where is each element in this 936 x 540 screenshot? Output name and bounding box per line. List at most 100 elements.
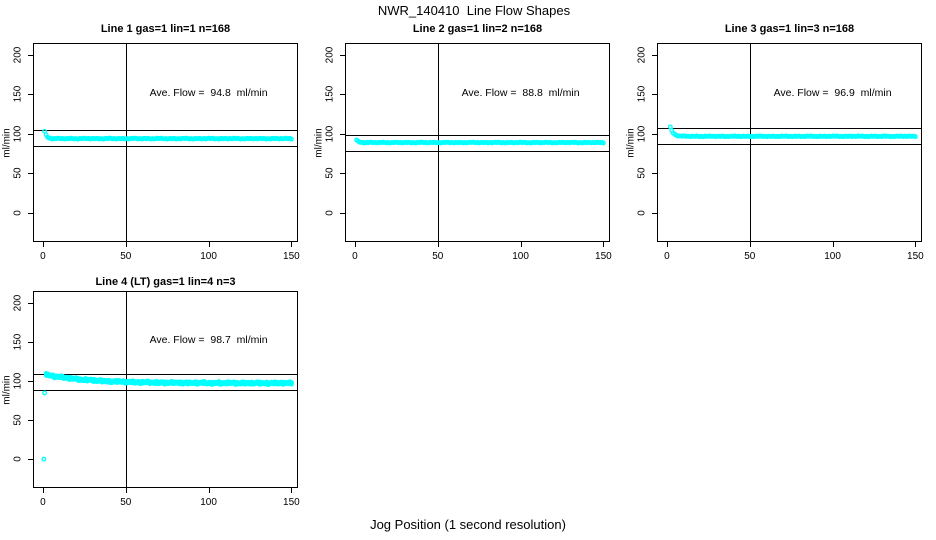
scatter-points	[41, 371, 294, 462]
y-tick-label: 100	[324, 125, 336, 143]
y-tick-label: 100	[12, 125, 24, 143]
plot-area-line-2	[345, 43, 610, 242]
y-tick-label: 100	[636, 125, 648, 143]
panel-title-line-1: Line 1 gas=1 lin=1 n=168	[100, 23, 231, 35]
data-point	[41, 456, 47, 462]
figure-title: NWR_140410 Line Flow Shapes	[377, 3, 571, 18]
y-tick-mark	[28, 459, 33, 460]
x-tick-label: 100	[200, 497, 217, 508]
y-tick-label: 0	[12, 456, 24, 462]
y-tick-label: 0	[12, 210, 24, 216]
x-tick-mark	[915, 242, 916, 247]
plot-area-line-1	[33, 43, 298, 242]
y-axis-label: ml/min	[1, 374, 13, 405]
y-tick-label: 50	[12, 167, 24, 179]
x-tick-label: 150	[595, 251, 612, 262]
y-tick-mark	[340, 213, 345, 214]
y-tick-label: 150	[636, 85, 648, 103]
y-tick-mark	[652, 134, 657, 135]
y-tick-mark	[28, 342, 33, 343]
y-tick-label: 50	[636, 167, 648, 179]
x-tick-label: 150	[283, 497, 300, 508]
panel-title-line-4: Line 4 (LT) gas=1 lin=4 n=3	[95, 276, 236, 288]
y-tick-mark	[28, 381, 33, 382]
plot-frame	[33, 291, 298, 488]
scatter-points	[354, 137, 606, 146]
x-tick-mark	[43, 488, 44, 493]
plot-frame	[657, 43, 922, 242]
x-tick-label: 50	[432, 251, 444, 262]
y-tick-mark	[28, 303, 33, 304]
x-tick-mark	[750, 242, 751, 247]
x-tick-mark	[43, 242, 44, 247]
y-tick-mark	[28, 420, 33, 421]
data-point	[600, 140, 606, 146]
data-point	[42, 390, 48, 396]
x-tick-label: 50	[120, 497, 132, 508]
x-tick-label: 0	[40, 497, 46, 508]
data-point	[288, 136, 294, 142]
y-tick-label: 200	[636, 46, 648, 64]
ave-flow-annotation-line-1: Ave. Flow = 94.8 ml/min	[149, 86, 268, 99]
x-tick-label: 150	[283, 251, 300, 262]
y-tick-label: 200	[12, 46, 24, 64]
y-tick-mark	[340, 94, 345, 95]
x-tick-label: 50	[120, 251, 132, 262]
y-tick-mark	[28, 55, 33, 56]
y-tick-label: 50	[12, 414, 24, 426]
y-tick-label: 150	[12, 85, 24, 103]
x-tick-mark	[521, 242, 522, 247]
y-tick-label: 150	[12, 333, 24, 351]
y-tick-label: 0	[636, 210, 648, 216]
ave-flow-annotation-line-3: Ave. Flow = 96.9 ml/min	[773, 86, 892, 99]
y-axis-label: ml/min	[1, 127, 13, 158]
y-tick-label: 100	[12, 372, 24, 390]
ave-flow-annotation-line-2: Ave. Flow = 88.8 ml/min	[461, 86, 580, 99]
x-tick-mark	[603, 242, 604, 247]
data-point	[288, 381, 294, 387]
y-tick-label: 200	[324, 46, 336, 64]
data-point	[288, 379, 294, 385]
y-tick-mark	[28, 173, 33, 174]
x-tick-label: 100	[824, 251, 841, 262]
y-tick-label: 50	[324, 167, 336, 179]
y-tick-mark	[340, 134, 345, 135]
y-tick-mark	[652, 94, 657, 95]
y-axis-label: ml/min	[625, 127, 637, 158]
y-tick-mark	[28, 134, 33, 135]
x-tick-mark	[209, 488, 210, 493]
y-tick-mark	[28, 213, 33, 214]
x-tick-label: 0	[352, 251, 358, 262]
x-tick-mark	[126, 242, 127, 247]
x-tick-label: 150	[907, 251, 924, 262]
x-tick-label: 0	[40, 251, 46, 262]
y-tick-label: 200	[12, 294, 24, 312]
x-axis-outer-label: Jog Position (1 second resolution)	[370, 517, 566, 532]
y-tick-label: 150	[324, 85, 336, 103]
y-tick-mark	[28, 94, 33, 95]
x-tick-mark	[833, 242, 834, 247]
x-tick-label: 0	[664, 251, 670, 262]
x-tick-mark	[291, 488, 292, 493]
x-tick-mark	[355, 242, 356, 247]
scatter-points	[667, 124, 918, 140]
x-tick-mark	[126, 488, 127, 493]
x-tick-mark	[291, 242, 292, 247]
y-tick-mark	[340, 55, 345, 56]
plot-frame	[33, 43, 298, 242]
y-tick-mark	[652, 55, 657, 56]
x-tick-mark	[438, 242, 439, 247]
x-tick-label: 50	[744, 251, 756, 262]
y-axis-label: ml/min	[313, 127, 325, 158]
y-tick-label: 0	[324, 210, 336, 216]
x-tick-mark	[667, 242, 668, 247]
plot-area-line-4	[33, 291, 298, 488]
scatter-points	[42, 128, 294, 142]
x-tick-mark	[209, 242, 210, 247]
plot-area-line-3	[657, 43, 922, 242]
x-tick-label: 100	[512, 251, 529, 262]
y-tick-mark	[340, 173, 345, 174]
y-tick-mark	[652, 173, 657, 174]
x-tick-label: 100	[200, 251, 217, 262]
